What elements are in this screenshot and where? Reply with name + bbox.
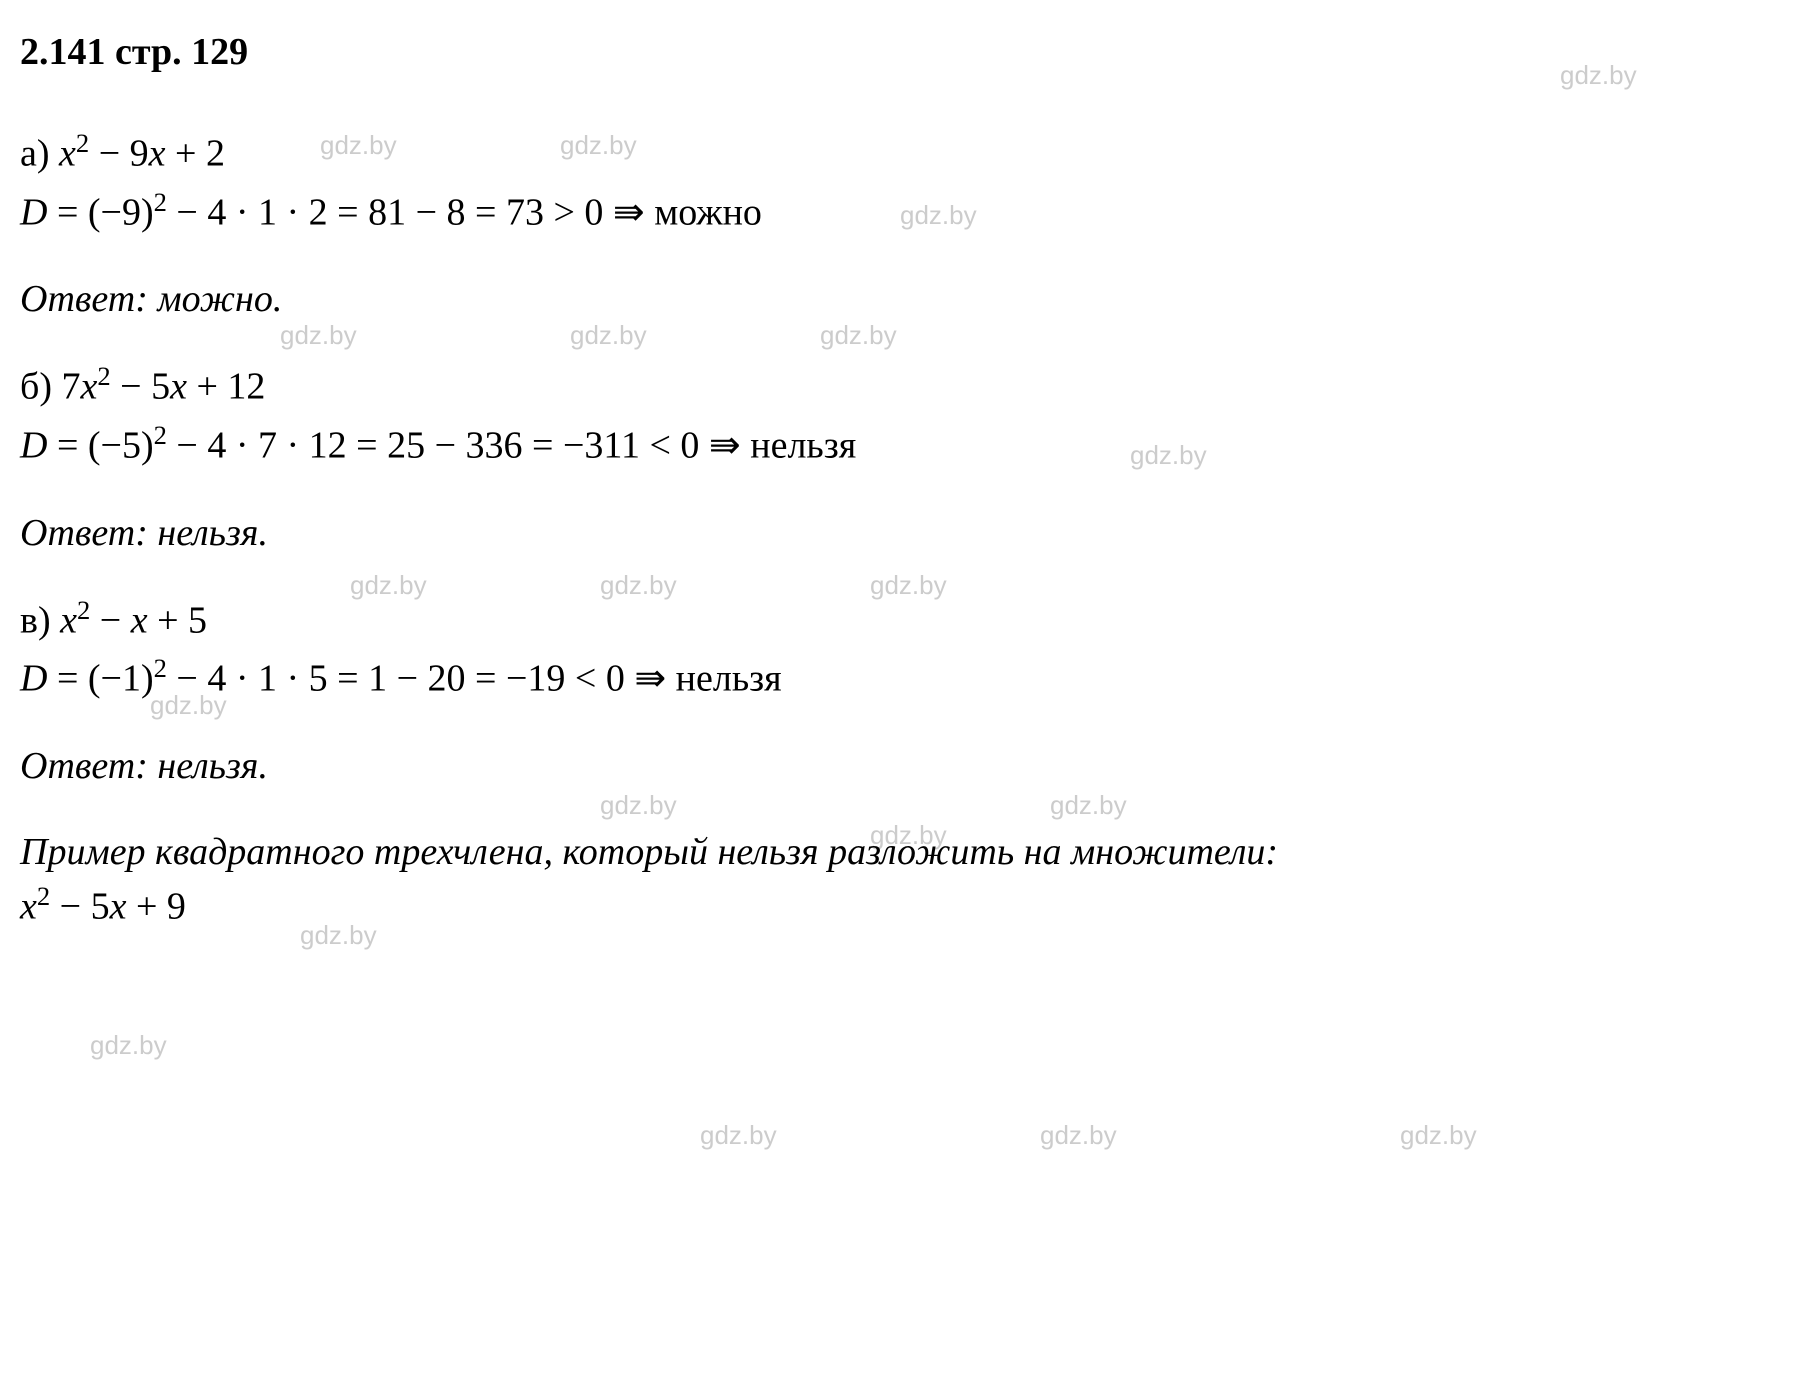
part-a-answer: Ответ: можно. (20, 277, 1777, 321)
watermark: gdz.by (90, 1030, 167, 1061)
answer-label: Ответ: (20, 512, 148, 554)
watermark: gdz.by (700, 1120, 777, 1151)
part-b: б) 7x2 − 5x + 12 D = (−5)2 − 4 · 7 · 12 … (20, 357, 1777, 554)
problem-header: 2.141 стр. 129 (20, 30, 1777, 74)
example-text: Пример квадратного трехчлена, который не… (20, 824, 1777, 881)
part-c-answer: Ответ: нельзя. (20, 744, 1777, 788)
example-formula: x2 − 5x + 9 (20, 881, 1777, 929)
part-c-poly: в) x2 − x + 5 (20, 591, 1777, 650)
part-c-discriminant: D = (−1)2 − 4 · 1 · 5 = 1 − 20 = −19 < 0… (20, 649, 1777, 708)
part-a-poly: а) x2 − 9x + 2 (20, 124, 1777, 183)
answer-label: Ответ: (20, 278, 148, 320)
answer-value: нельзя. (157, 512, 268, 554)
answer-value: можно. (157, 278, 282, 320)
part-a-discriminant: D = (−9)2 − 4 · 1 · 2 = 81 − 8 = 73 > 0 … (20, 183, 1777, 242)
part-b-answer: Ответ: нельзя. (20, 511, 1777, 555)
watermark: gdz.by (1040, 1120, 1117, 1151)
part-b-discriminant: D = (−5)2 − 4 · 7 · 12 = 25 − 336 = −311… (20, 416, 1777, 475)
answer-value: нельзя. (157, 745, 268, 787)
answer-label: Ответ: (20, 745, 148, 787)
part-c: в) x2 − x + 5 D = (−1)2 − 4 · 1 · 5 = 1 … (20, 591, 1777, 788)
part-a: а) x2 − 9x + 2 D = (−9)2 − 4 · 1 · 2 = 8… (20, 124, 1777, 321)
watermark: gdz.by (1400, 1120, 1477, 1151)
part-b-poly: б) 7x2 − 5x + 12 (20, 357, 1777, 416)
